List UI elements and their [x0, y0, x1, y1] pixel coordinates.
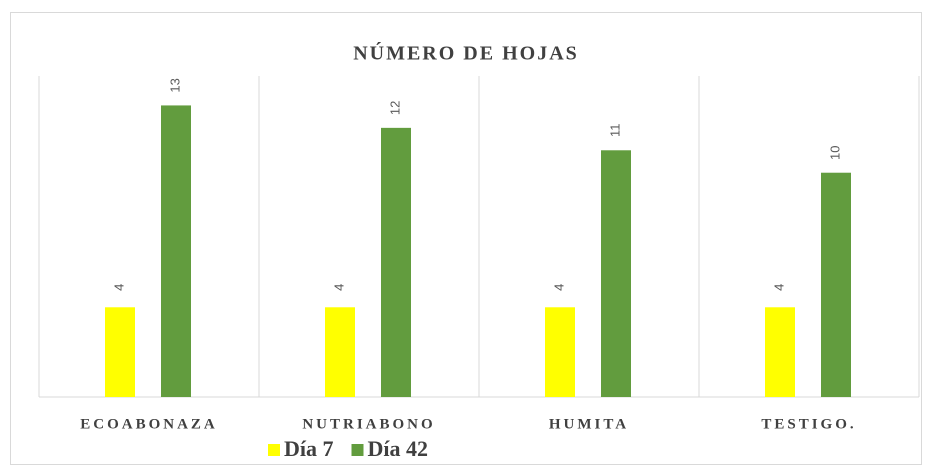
data-label: 4 — [551, 284, 566, 291]
bar — [545, 307, 575, 397]
bar — [765, 307, 795, 397]
legend-swatch — [351, 444, 364, 456]
legend-label: Día 42 — [368, 436, 429, 461]
x-tick-label: NUTRIABONO — [302, 416, 435, 432]
bar — [105, 307, 135, 397]
x-tick-label: HUMITA — [549, 416, 629, 432]
bar — [821, 172, 851, 397]
x-tick-label: ECOABONAZA — [80, 416, 218, 432]
bar — [381, 127, 411, 397]
legend-swatch — [268, 444, 280, 456]
x-tick-label: TESTIGO. — [761, 416, 856, 432]
data-label: 11 — [607, 124, 622, 138]
data-label: 4 — [331, 284, 346, 291]
data-label: 12 — [387, 101, 402, 115]
chart-title: NÚMERO DE HOJAS — [353, 41, 579, 65]
data-label: 4 — [771, 284, 786, 291]
bar — [161, 105, 191, 397]
data-label: 10 — [827, 145, 842, 159]
data-label: 13 — [167, 78, 182, 92]
data-label: 4 — [111, 284, 126, 291]
legend-label: Día 7 — [284, 436, 334, 461]
bar — [325, 307, 355, 397]
bar — [601, 150, 631, 397]
